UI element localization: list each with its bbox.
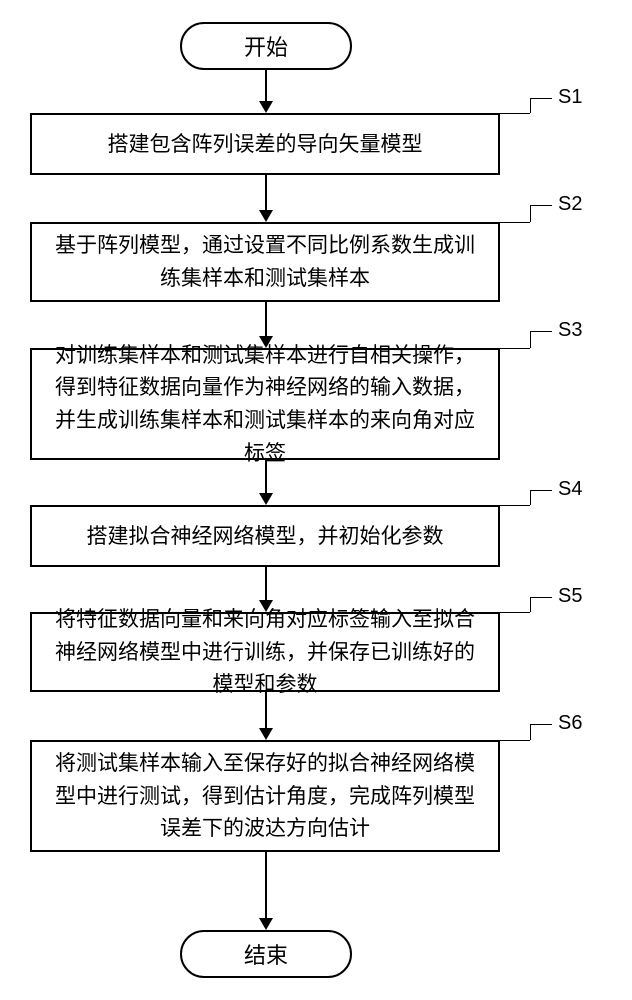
step-s3: 对训练集样本和测试集样本进行自相关操作，得到特征数据向量作为神经网络的输入数据，… [30,348,500,460]
s4-label: S4 [558,478,582,501]
s3-lead-h2 [530,331,552,332]
s1-lead-h2 [530,98,552,99]
arrow-5-head [259,728,273,740]
arrow-4 [265,567,267,602]
step-s1-text: 搭建包含阵列误差的导向矢量模型 [108,128,423,161]
s3-label: S3 [558,319,582,342]
s5-label: S5 [558,585,582,608]
s2-lead-h2 [530,205,552,206]
step-s2-text: 基于阵列模型，通过设置不同比例系数生成训练集样本和测试集样本 [46,229,484,294]
s2-lead-h [500,222,530,223]
s6-label: S6 [558,712,582,735]
step-s6: 将测试集样本输入至保存好的拟合神经网络模型中进行测试，得到估计角度，完成阵列模型… [30,740,500,852]
arrow-1-head [259,210,273,222]
s3-lead-v [530,331,531,348]
step-s3-text: 对训练集样本和测试集样本进行自相关操作，得到特征数据向量作为神经网络的输入数据，… [46,339,484,469]
step-s5: 将特征数据向量和来向角对应标签输入至拟合神经网络模型中进行训练，并保存已训练好的… [30,612,500,692]
arrow-2 [265,302,267,338]
arrow-0-head [259,101,273,113]
step-s4-text: 搭建拟合神经网络模型，并初始化参数 [87,520,444,553]
flowchart-canvas: 开始 搭建包含阵列误差的导向矢量模型 S1 基于阵列模型，通过设置不同比例系数生… [0,0,632,1000]
step-s1: 搭建包含阵列误差的导向矢量模型 [30,113,500,175]
s5-lead-h2 [530,597,552,598]
arrow-0 [265,70,267,103]
s4-lead-h [500,505,530,506]
s6-lead-h [500,740,530,741]
s3-lead-h [500,348,530,349]
s1-lead-h [500,113,530,114]
start-label: 开始 [244,30,288,62]
s5-lead-h [500,612,530,613]
s6-lead-v [530,724,531,740]
step-s6-text: 将测试集样本输入至保存好的拟合神经网络模型中进行测试，得到估计角度，完成阵列模型… [46,747,484,845]
s4-lead-h2 [530,490,552,491]
s5-lead-v [530,597,531,612]
s2-label: S2 [558,193,582,216]
arrow-5 [265,692,267,730]
s1-lead-v [530,98,531,113]
arrow-1 [265,175,267,212]
step-s2: 基于阵列模型，通过设置不同比例系数生成训练集样本和测试集样本 [30,222,500,302]
end-terminal: 结束 [180,930,352,978]
start-terminal: 开始 [180,22,352,70]
step-s4: 搭建拟合神经网络模型，并初始化参数 [30,505,500,567]
arrow-6-head [259,918,273,930]
s4-lead-v [530,490,531,505]
arrow-3-head [259,493,273,505]
arrow-6 [265,852,267,920]
s1-label: S1 [558,86,582,109]
end-label: 结束 [244,938,288,970]
step-s5-text: 将特征数据向量和来向角对应标签输入至拟合神经网络模型中进行训练，并保存已训练好的… [46,603,484,701]
arrow-3 [265,460,267,495]
s6-lead-h2 [530,724,552,725]
s2-lead-v [530,205,531,222]
